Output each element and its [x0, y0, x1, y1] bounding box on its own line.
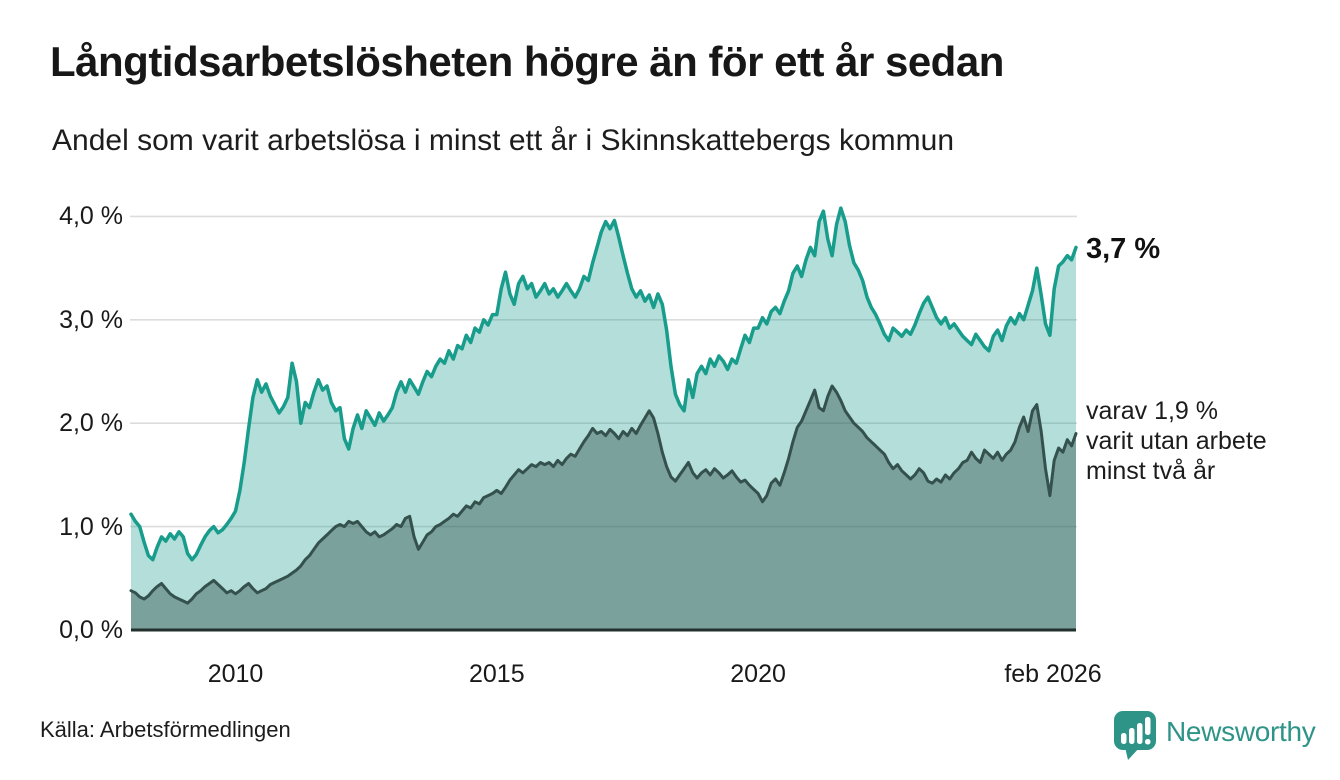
x-tick-label: 2010: [207, 660, 264, 688]
value-label-secondary-line: minst två år: [1086, 457, 1216, 485]
value-label-secondary-line: varav 1,9 %: [1086, 397, 1219, 425]
y-tick-label: 1,0 %: [59, 512, 123, 541]
newsworthy-icon: [1114, 711, 1156, 760]
y-tick-label: 0,0 %: [59, 616, 123, 644]
newsworthy-wordmark: Newsworthy: [1166, 716, 1316, 747]
value-label-secondary: varav 1,9 % varit utan arbete minst två år: [1086, 396, 1267, 486]
value-label-secondary-line: varit utan arbete: [1086, 427, 1267, 455]
y-tick-label: 2,0 %: [59, 409, 123, 438]
x-tick-label: 2020: [730, 660, 786, 688]
y-tick-label: 4,0 %: [59, 202, 123, 231]
value-label-primary: 3,7 %: [1086, 233, 1161, 265]
source-note: Källa: Arbetsförmedlingen: [40, 717, 291, 742]
newsworthy-logo: Newsworthy: [1113, 710, 1316, 760]
x-tick-label: feb 2026: [1004, 660, 1102, 688]
x-tick-label: 2015: [469, 660, 525, 688]
page-title: Långtidsarbetslösheten högre än för ett …: [50, 38, 1004, 85]
page-subtitle: Andel som varit arbetslösa i minst ett å…: [52, 124, 955, 157]
y-tick-label: 3,0 %: [59, 305, 123, 334]
